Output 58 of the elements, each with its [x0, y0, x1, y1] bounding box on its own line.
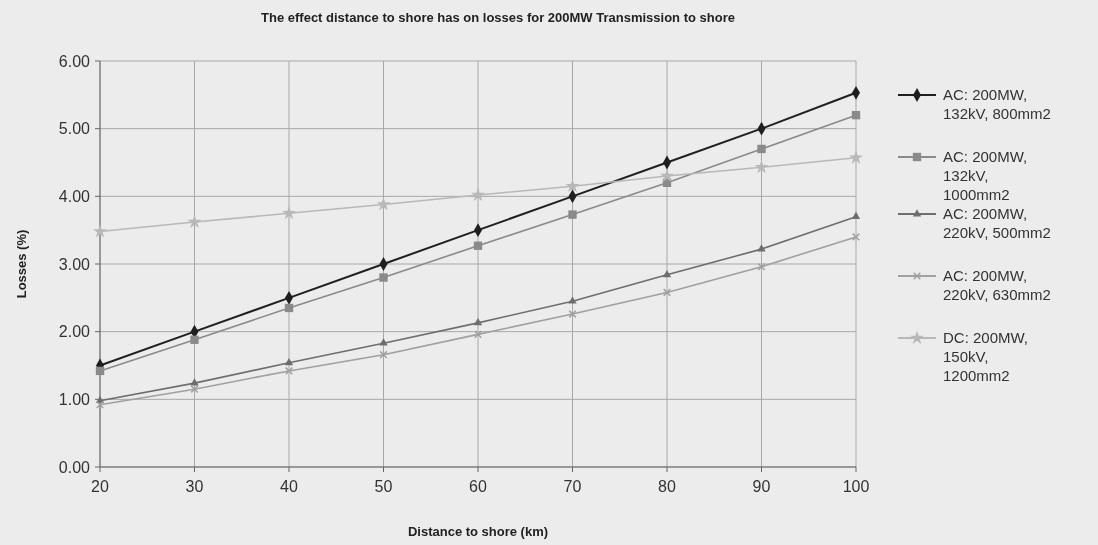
x-tick-label: 30 — [185, 478, 204, 495]
point — [662, 288, 672, 297]
point — [93, 224, 107, 238]
point — [757, 144, 766, 154]
legend-label: AC: 200MW, 132kV, 800mm2 — [943, 86, 1051, 123]
point — [379, 350, 388, 359]
x-tick-label: 70 — [563, 478, 582, 495]
point — [95, 366, 105, 376]
point — [851, 211, 861, 220]
point — [284, 366, 294, 375]
point — [754, 159, 769, 174]
x-tick-label: 50 — [374, 478, 393, 495]
legend-label: AC: 200MW, 132kV, 1000mm2 — [943, 148, 1028, 204]
point — [757, 244, 766, 252]
point — [568, 310, 577, 319]
x-tick-label: 20 — [91, 478, 109, 495]
legend-label: AC: 200MW, 220kV, 630mm2 — [943, 267, 1051, 304]
point — [565, 178, 580, 193]
x-tick-label: 100 — [842, 478, 870, 495]
y-tick-label: 5.00 — [58, 120, 91, 138]
x-tick-label: 80 — [658, 478, 676, 495]
point — [471, 187, 485, 201]
point — [190, 335, 199, 344]
y-tick-label: 6.00 — [58, 52, 91, 70]
point — [379, 273, 388, 282]
y-tick-label: 4.00 — [58, 187, 91, 205]
point — [473, 241, 483, 250]
point — [851, 110, 861, 120]
y-tick-label: 1.00 — [58, 390, 91, 408]
legend-label: AC: 200MW, 220kV, 500mm2 — [943, 205, 1051, 242]
point — [376, 197, 391, 211]
x-axis-title: Distance to shore (km) — [407, 524, 549, 539]
y-tick-label: 3.00 — [58, 255, 91, 273]
point — [473, 318, 483, 326]
point — [660, 168, 674, 182]
point — [851, 232, 861, 241]
point — [568, 210, 577, 219]
x-tick-label: 60 — [469, 478, 487, 495]
point — [849, 150, 863, 164]
point — [473, 330, 483, 339]
point — [190, 385, 199, 394]
point — [757, 262, 766, 271]
chart-title: The effect distance to shore has on losses for 200MW Transmission to shore — [261, 10, 735, 25]
point — [284, 303, 294, 313]
y-tick-label: 2.00 — [58, 323, 91, 341]
legend-label: DC: 200MW, 150kV, 1200mm2 — [943, 329, 1029, 385]
x-tick-label: 90 — [752, 478, 771, 495]
point — [282, 205, 296, 220]
point — [284, 357, 294, 366]
point — [379, 338, 388, 346]
point — [662, 270, 672, 278]
x-tick-label: 40 — [280, 478, 298, 495]
y-tick-label: 0.00 — [58, 458, 91, 476]
point — [95, 400, 105, 409]
point — [187, 214, 202, 228]
y-axis-title: Losses (%) — [14, 229, 29, 299]
point — [190, 378, 199, 386]
point — [568, 296, 577, 304]
